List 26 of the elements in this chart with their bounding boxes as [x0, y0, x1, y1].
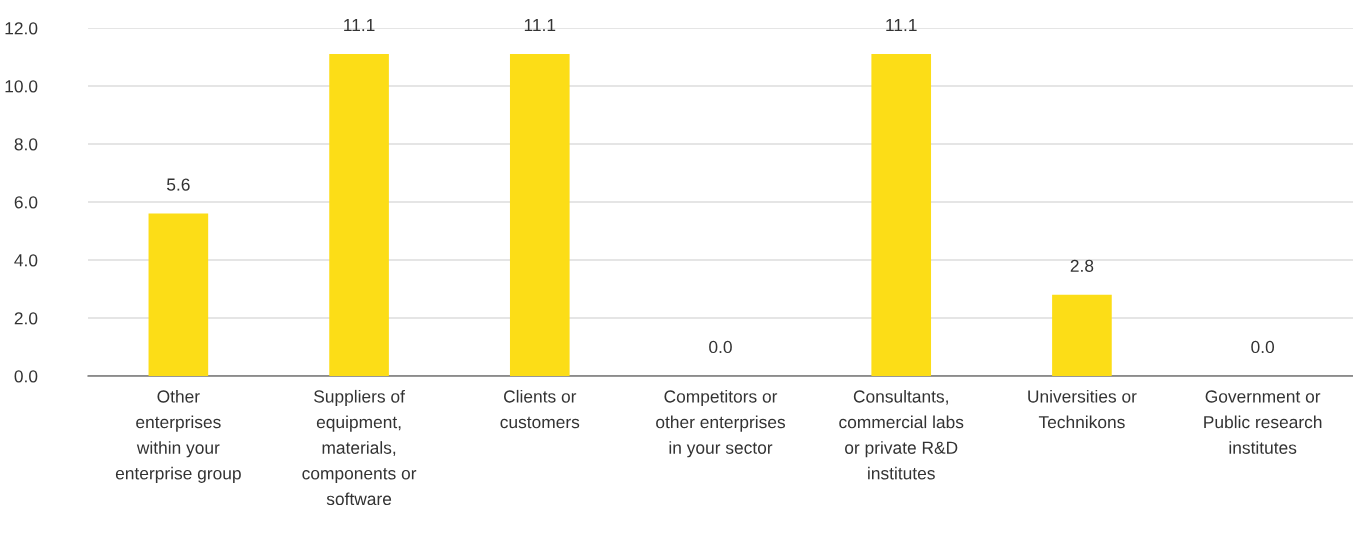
y-tick-label: 2.0 — [14, 312, 38, 325]
x-tick-label: Government or Public research institutes — [1204, 390, 1322, 454]
data-label: 11.1 — [344, 19, 375, 32]
x-tick-label: Clients or customers — [500, 389, 580, 429]
data-label: 0.0 — [709, 340, 732, 354]
data-label: 11.1 — [886, 19, 917, 32]
bar — [509, 54, 570, 376]
x-tick-label: Competitors or other enterprises in your sector — [656, 389, 786, 458]
y-tick-label: 4.0 — [14, 254, 38, 267]
bar — [329, 54, 389, 376]
y-tick-label: 10.0 — [5, 80, 38, 93]
bar — [148, 213, 209, 376]
bar — [1052, 294, 1112, 376]
x-tick-label: Suppliers of equipment, materials, components or software — [302, 389, 417, 506]
x-tick-label: Consultants, commercial labs or private R&D institutes — [839, 389, 964, 480]
y-tick-label: 6.0 — [14, 196, 38, 209]
data-label: 11.1 — [524, 19, 556, 32]
data-label: 0.0 — [1251, 340, 1275, 354]
y-tick-label: 0.0 — [14, 370, 38, 383]
x-tick-label: Other enterprises within your enterprise group — [115, 389, 241, 483]
data-label: 5.6 — [166, 178, 190, 191]
bar — [871, 54, 932, 376]
x-tick-label: Universities or Technikons — [1028, 389, 1137, 429]
y-tick-label: 12.0 — [5, 22, 38, 35]
data-label: 2.8 — [1070, 259, 1094, 272]
y-tick-label: 8.0 — [14, 138, 38, 151]
